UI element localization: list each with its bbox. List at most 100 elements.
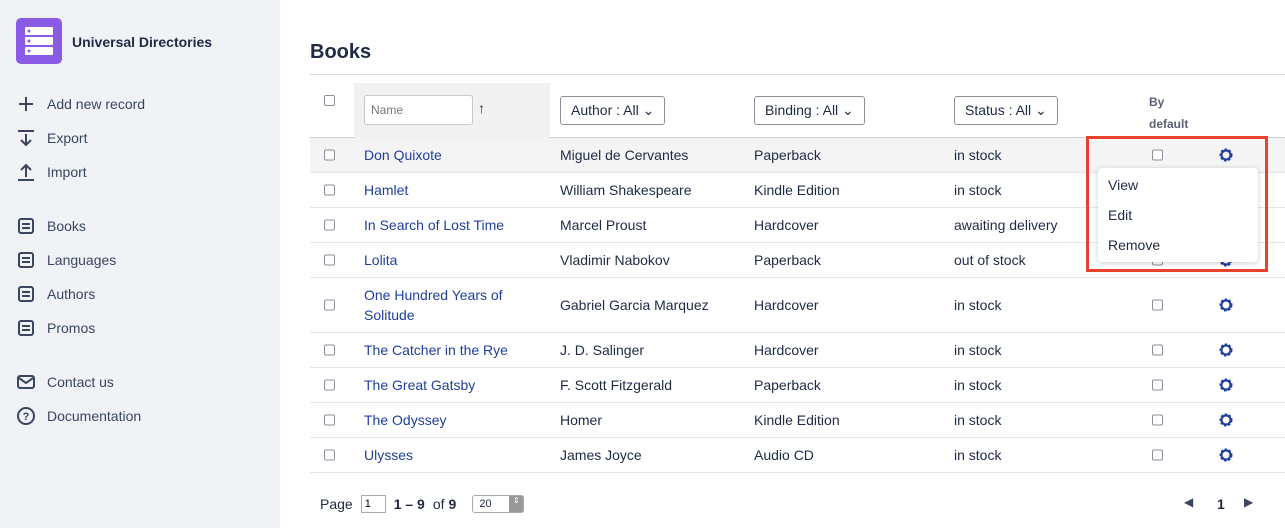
status-filter-select[interactable]: Status : All ⌄ — [954, 96, 1058, 125]
book-name-link[interactable]: One Hundred Years of Solitude — [364, 287, 503, 323]
author-cell: William Shakespeare — [560, 182, 692, 198]
sort-arrow-icon[interactable]: ↑ — [478, 100, 485, 116]
author-cell: Homer — [560, 412, 603, 428]
gear-icon[interactable] — [1218, 447, 1234, 463]
book-name-link[interactable]: Lolita — [364, 252, 398, 268]
binding-cell: Hardcover — [754, 217, 819, 233]
label: Languages — [47, 252, 117, 268]
main-content: Books ↑ Author : All ⌄ Binding : All ⌄ S… — [280, 0, 1285, 528]
table-row: One Hundred Years of Solitude Gabriel Ga… — [310, 278, 1285, 333]
row-checkbox[interactable] — [324, 344, 335, 356]
author-cell: Vladimir Nabokov — [560, 252, 670, 268]
name-header: ↑ — [354, 83, 550, 138]
plus-icon — [19, 97, 33, 111]
status-cell: in stock — [954, 147, 1002, 163]
page-input[interactable] — [360, 495, 386, 513]
book-name-link[interactable]: The Catcher in the Rye — [364, 342, 508, 358]
row-checkbox[interactable] — [324, 184, 335, 196]
app-title: Universal Directories — [72, 34, 213, 50]
binding-cell: Hardcover — [754, 297, 819, 313]
range: 1 – 9 — [393, 496, 425, 512]
sidebar-item-languages[interactable]: Languages — [16, 250, 116, 270]
page-title: Books — [310, 41, 372, 63]
row-checkbox[interactable] — [324, 254, 335, 266]
sidebar-item-books[interactable]: Books — [16, 216, 86, 236]
by-default-header: By default — [1149, 91, 1188, 135]
row-context-menu: View Edit Remove — [1098, 168, 1258, 262]
sidebar-item-promos[interactable]: Promos — [16, 318, 95, 338]
author-cell: J. D. Salinger — [560, 342, 645, 358]
table-row: In Search of Lost Time Marcel Proust Har… — [310, 208, 1285, 243]
label: Contact us — [47, 374, 114, 390]
by-default-checkbox[interactable] — [1152, 299, 1163, 311]
menu-item-edit[interactable]: Edit — [1108, 207, 1133, 223]
name-filter-input[interactable] — [364, 95, 473, 125]
pagination: Page 1 – 9 of9 20 ⇕ — [320, 495, 525, 513]
import-button[interactable]: Import — [16, 162, 87, 182]
author-cell: Marcel Proust — [560, 217, 647, 233]
mail-icon — [17, 375, 35, 389]
contact-us-link[interactable]: Contact us — [16, 372, 114, 392]
select-all-checkbox[interactable] — [324, 95, 335, 106]
gear-icon[interactable] — [1218, 412, 1234, 428]
sidebar-item-authors[interactable]: Authors — [16, 284, 95, 304]
row-checkbox[interactable] — [324, 299, 335, 311]
table-row: The Catcher in the Rye J. D. Salinger Ha… — [310, 333, 1285, 368]
documentation-link[interactable]: ? Documentation — [16, 406, 141, 426]
book-name-link[interactable]: The Odyssey — [364, 412, 447, 428]
highlight-box — [1086, 136, 1268, 272]
status-cell: in stock — [954, 342, 1002, 358]
menu-item-view[interactable]: View — [1108, 177, 1139, 193]
row-checkbox[interactable] — [324, 219, 335, 231]
gear-icon[interactable] — [1218, 342, 1234, 358]
row-checkbox[interactable] — [324, 379, 335, 391]
add-new-record-button[interactable]: Add new record — [16, 94, 145, 114]
by-default-checkbox[interactable] — [1152, 449, 1163, 461]
status-cell: in stock — [954, 412, 1002, 428]
export-icon — [18, 130, 34, 147]
book-name-link[interactable]: The Great Gatsby — [364, 377, 476, 393]
label: default — [1149, 117, 1189, 131]
label: Export — [47, 130, 88, 146]
divider — [310, 74, 1285, 75]
binding-cell: Hardcover — [754, 342, 819, 358]
row-checkbox[interactable] — [324, 449, 335, 461]
book-name-link[interactable]: Hamlet — [364, 182, 409, 198]
author-filter-select[interactable]: Author : All ⌄ — [560, 96, 666, 125]
label: By — [1149, 95, 1165, 109]
label: Binding : All — [765, 102, 839, 118]
gear-icon[interactable] — [1218, 377, 1234, 393]
sidebar: Universal Directories Add new record Exp… — [0, 0, 280, 528]
table-row: Ulysses James Joyce Audio CD in stock — [310, 438, 1285, 473]
by-default-checkbox[interactable] — [1152, 149, 1163, 161]
label: Authors — [47, 286, 96, 302]
binding-cell: Paperback — [754, 252, 821, 268]
book-name-link[interactable]: Ulysses — [364, 447, 414, 463]
by-default-checkbox[interactable] — [1152, 379, 1163, 391]
row-checkbox[interactable] — [324, 149, 335, 161]
status-cell: in stock — [954, 377, 1002, 393]
row-checkbox[interactable] — [324, 414, 335, 426]
prev-page-icon[interactable]: ◀ — [1184, 495, 1194, 509]
next-page-icon[interactable]: ▶ — [1244, 495, 1254, 509]
label: of — [432, 496, 445, 512]
binding-cell: Kindle Edition — [754, 412, 840, 428]
per-page-select[interactable]: 20 ⇕ — [472, 495, 525, 513]
status-cell: out of stock — [954, 252, 1026, 268]
status-cell: in stock — [954, 182, 1002, 198]
by-default-checkbox[interactable] — [1152, 414, 1163, 426]
label: Documentation — [47, 408, 142, 424]
book-name-link[interactable]: Don Quixote — [364, 147, 442, 163]
by-default-checkbox[interactable] — [1152, 344, 1163, 356]
table-row: Hamlet William Shakespeare Kindle Editio… — [310, 173, 1285, 208]
binding-filter-select[interactable]: Binding : All ⌄ — [754, 96, 865, 125]
menu-item-remove[interactable]: Remove — [1108, 237, 1161, 253]
export-button[interactable]: Export — [16, 128, 87, 148]
current-page[interactable]: 1 — [1217, 496, 1225, 512]
gear-icon[interactable] — [1218, 147, 1234, 163]
binding-cell: Paperback — [754, 147, 821, 163]
list-icon — [18, 286, 34, 302]
list-icon — [18, 218, 34, 234]
book-name-link[interactable]: In Search of Lost Time — [364, 217, 505, 233]
gear-icon[interactable] — [1218, 297, 1234, 313]
